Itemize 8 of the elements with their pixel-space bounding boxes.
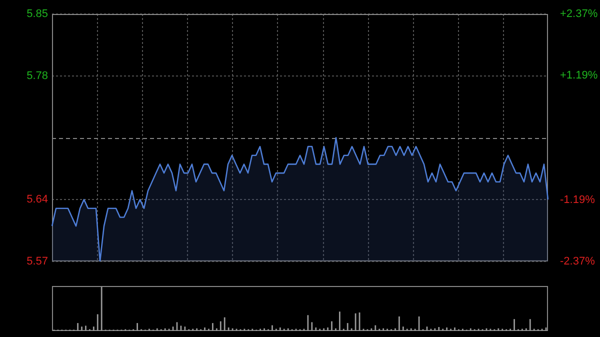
y-tick-label: 5.85 [26, 8, 48, 20]
y2-tick-label: +2.37% [560, 8, 598, 20]
y2-tick-label: +1.19% [560, 70, 598, 82]
y-tick-label: 5.57 [26, 255, 48, 268]
y-tick-label: 5.78 [26, 70, 48, 82]
y2-tick-label: -1.19% [560, 194, 596, 206]
y2-tick-label: -2.37% [560, 255, 596, 268]
y-tick-label: 5.64 [26, 194, 48, 206]
